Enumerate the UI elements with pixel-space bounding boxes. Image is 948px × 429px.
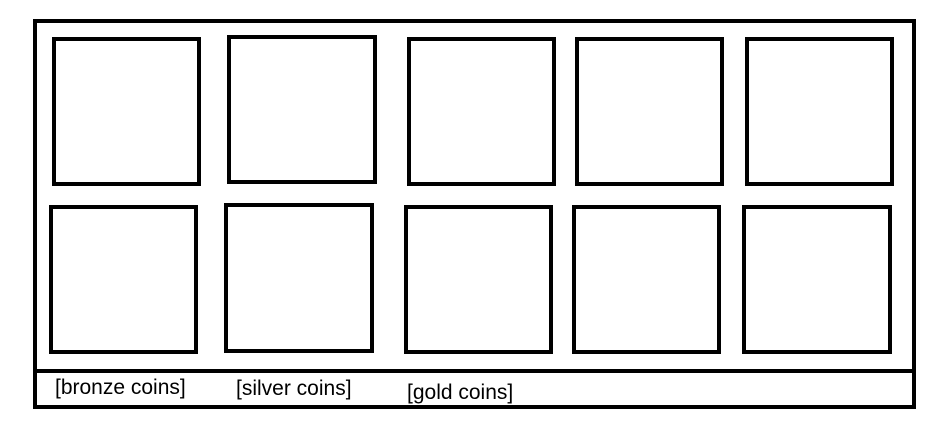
coin-slot-bottom-2 [224, 203, 374, 353]
silver-coins-label: [silver coins] [236, 377, 352, 400]
coin-slot-bottom-5 [742, 205, 892, 354]
coin-slot-bottom-4 [572, 205, 721, 354]
coin-slot-top-4 [575, 37, 724, 186]
coin-slot-top-1 [52, 37, 201, 186]
coin-slot-bottom-3 [404, 205, 553, 354]
coin-slot-top-3 [407, 37, 556, 186]
gold-coins-label: [gold coins] [407, 381, 514, 404]
coin-slot-bottom-1 [49, 205, 198, 354]
label-strip-divider [33, 369, 916, 373]
coin-tray-frame [33, 19, 916, 409]
bronze-coins-label: [bronze coins] [55, 376, 186, 399]
coin-slot-top-5 [745, 37, 894, 186]
coin-slot-top-2 [227, 35, 377, 184]
